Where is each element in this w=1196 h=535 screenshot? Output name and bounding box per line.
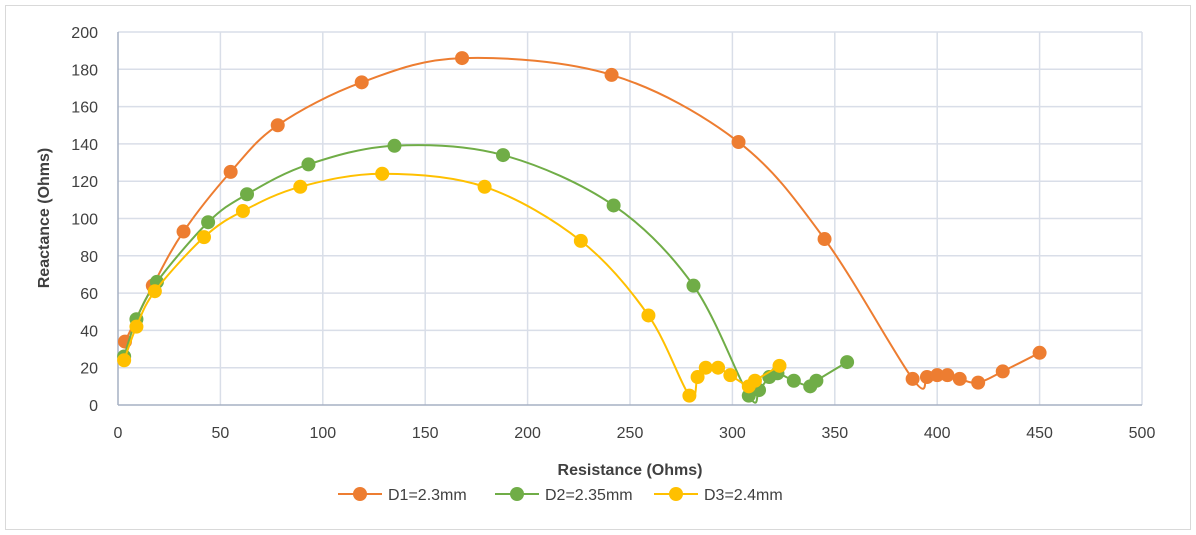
data-point bbox=[930, 368, 945, 383]
data-point bbox=[223, 164, 238, 179]
legend-label: D2=2.35mm bbox=[545, 487, 633, 504]
y-tick-label: 180 bbox=[71, 62, 98, 79]
data-point bbox=[1032, 345, 1047, 360]
y-tick-label: 60 bbox=[80, 286, 98, 303]
data-point bbox=[606, 198, 621, 213]
tick-labels: 0 50 100 150 200 250 300 350 400 450 500 0 20 40 60 80 1… bbox=[71, 25, 1155, 442]
data-point bbox=[731, 135, 746, 150]
series-line bbox=[124, 56, 1041, 390]
legend-item: D2=2.35mm bbox=[495, 487, 633, 504]
legend-item: D3=2.4mm bbox=[654, 487, 783, 504]
y-tick-label: 100 bbox=[71, 212, 98, 229]
series-1 bbox=[117, 51, 1047, 390]
x-tick-label: 150 bbox=[412, 425, 439, 442]
x-tick-label: 200 bbox=[514, 425, 541, 442]
x-tick-label: 100 bbox=[309, 425, 336, 442]
x-tick-label: 50 bbox=[212, 425, 230, 442]
x-tick-label: 350 bbox=[821, 425, 848, 442]
data-point bbox=[270, 118, 285, 133]
data-point bbox=[995, 364, 1010, 379]
y-axis-title: Reactance (Ohms) bbox=[36, 148, 53, 289]
series-2 bbox=[117, 138, 855, 404]
axes bbox=[117, 32, 1142, 406]
data-point bbox=[817, 232, 832, 247]
data-point bbox=[786, 373, 801, 388]
data-point bbox=[682, 388, 697, 403]
y-tick-label: 80 bbox=[80, 249, 98, 266]
y-tick-label: 200 bbox=[71, 25, 98, 42]
data-point bbox=[201, 215, 216, 230]
y-tick-label: 40 bbox=[80, 323, 98, 340]
legend-marker bbox=[669, 487, 683, 501]
x-tick-label: 0 bbox=[114, 425, 123, 442]
data-point bbox=[711, 360, 726, 375]
data-point bbox=[197, 230, 212, 245]
data-point bbox=[375, 166, 390, 181]
legend-marker bbox=[510, 487, 524, 501]
data-point bbox=[477, 179, 492, 194]
data-point bbox=[235, 204, 250, 219]
data-point bbox=[772, 358, 787, 373]
data-point bbox=[641, 308, 656, 323]
data-point bbox=[301, 157, 316, 172]
y-tick-label: 160 bbox=[71, 100, 98, 117]
gridlines bbox=[118, 31, 1143, 405]
data-point bbox=[176, 224, 191, 239]
x-axis-title: Resistance (Ohms) bbox=[558, 462, 703, 479]
x-tick-label: 500 bbox=[1129, 425, 1156, 442]
data-point bbox=[117, 353, 132, 368]
series-line bbox=[123, 172, 781, 400]
legend-item: D1=2.3mm bbox=[338, 487, 467, 504]
legend-label: D1=2.3mm bbox=[388, 487, 467, 504]
x-tick-label: 250 bbox=[617, 425, 644, 442]
data-point bbox=[496, 148, 511, 163]
chart-frame bbox=[5, 5, 1191, 530]
series-group bbox=[117, 51, 1047, 404]
data-point bbox=[747, 373, 762, 388]
data-point bbox=[686, 278, 701, 293]
data-point bbox=[455, 51, 470, 66]
data-point bbox=[809, 373, 824, 388]
data-point bbox=[698, 360, 713, 375]
x-tick-label: 300 bbox=[719, 425, 746, 442]
data-point bbox=[940, 368, 955, 383]
legend-marker bbox=[353, 487, 367, 501]
data-point bbox=[690, 370, 705, 385]
data-point bbox=[971, 375, 986, 390]
data-point bbox=[354, 75, 369, 90]
data-point bbox=[840, 355, 855, 370]
data-point bbox=[723, 368, 738, 383]
y-tick-label: 140 bbox=[71, 137, 98, 154]
x-tick-label: 400 bbox=[924, 425, 951, 442]
data-point bbox=[240, 187, 255, 202]
series-3 bbox=[117, 166, 787, 403]
data-point bbox=[952, 371, 967, 386]
data-point bbox=[604, 67, 619, 82]
x-tick-label: 450 bbox=[1026, 425, 1053, 442]
legend: D1=2.3mm D2=2.35mm D3=2.4mm bbox=[338, 487, 783, 504]
data-point bbox=[147, 284, 162, 299]
y-tick-label: 0 bbox=[89, 398, 98, 415]
data-point bbox=[573, 233, 588, 248]
y-tick-label: 20 bbox=[80, 361, 98, 378]
data-point bbox=[905, 371, 920, 386]
data-point bbox=[387, 138, 402, 153]
y-tick-label: 120 bbox=[71, 174, 98, 191]
data-point bbox=[129, 319, 144, 334]
data-point bbox=[293, 179, 308, 194]
legend-label: D3=2.4mm bbox=[704, 487, 783, 504]
